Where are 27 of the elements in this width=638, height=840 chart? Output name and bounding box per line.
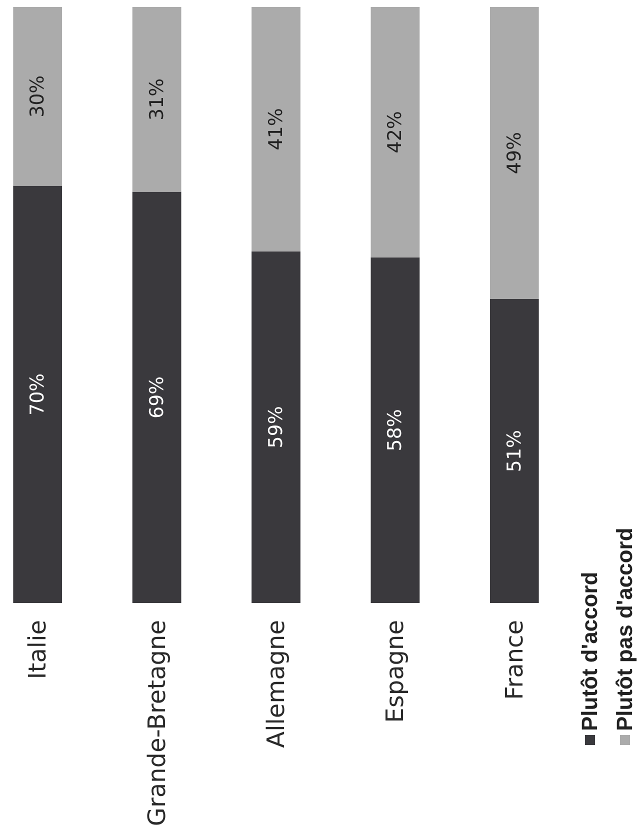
bar [132, 192, 182, 603]
text: Plutôt d'accord [577, 572, 602, 731]
x-tick-label: Allemagne [262, 620, 290, 748]
bar [370, 7, 420, 258]
x-tick-label: Espagne [381, 620, 410, 723]
data-label: 30% [26, 75, 49, 118]
data-label: 69% [146, 376, 168, 418]
data-label: 51% [503, 430, 526, 472]
text: Plutôt pas d'accord [612, 528, 637, 731]
data-label: 41% [265, 108, 287, 150]
x-tick-label: Grande-Bretagne [142, 620, 171, 826]
bar [252, 251, 300, 603]
data-label: 59% [265, 406, 287, 448]
data-label: 31% [146, 78, 168, 120]
data-label: 58% [384, 409, 406, 452]
data-label: 49% [503, 132, 526, 174]
data-label: 70% [26, 373, 49, 416]
x-tick-label: Italie [24, 620, 52, 680]
data-label: 42% [384, 111, 406, 154]
bar [370, 257, 420, 603]
bar [490, 299, 539, 603]
bar [13, 7, 62, 186]
bar [13, 186, 62, 603]
bar [490, 7, 539, 300]
bar [252, 7, 300, 252]
bar [132, 7, 182, 192]
x-tick-label: France [500, 620, 528, 700]
